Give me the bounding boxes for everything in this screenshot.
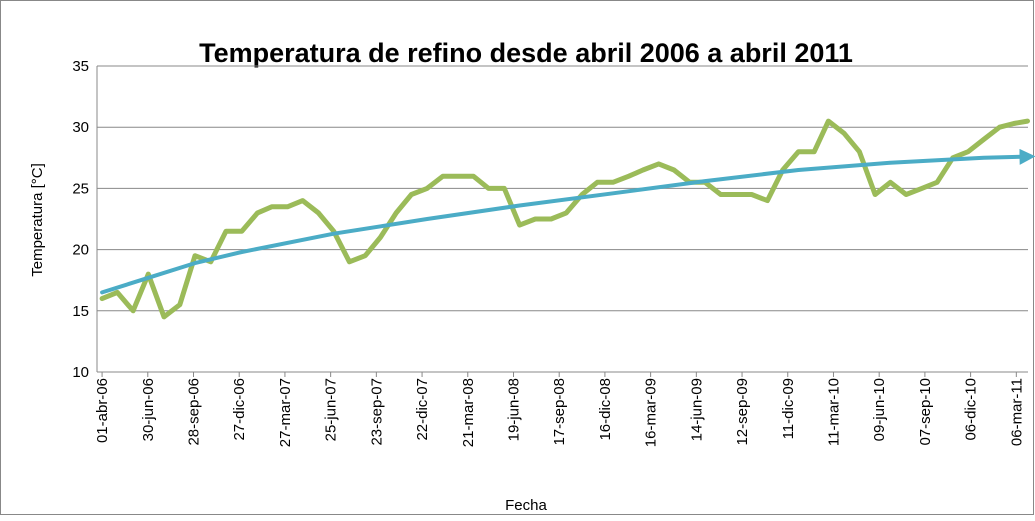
x-tick-label: 14-jun-09 (688, 378, 705, 441)
x-tick-label: 06-mar-11 (1008, 378, 1025, 446)
y-tick-label: 10 (72, 364, 89, 381)
x-tick-label: 27-dic-06 (231, 378, 248, 441)
x-tick-label: 16-mar-09 (643, 378, 660, 447)
x-tick-label: 28-sep-06 (186, 378, 203, 446)
x-tick-label: 07-sep-10 (917, 378, 934, 446)
x-tick-label: 17-sep-08 (551, 378, 568, 446)
x-tick-label: 30-jun-06 (140, 378, 157, 441)
x-tick-label: 21-mar-08 (460, 378, 477, 447)
y-tick-label: 15 (72, 303, 89, 320)
x-tick-label: 11-dic-09 (780, 378, 797, 439)
y-tick-label: 20 (72, 242, 89, 259)
y-axis-title: Temperatura [°C] (29, 163, 46, 277)
x-tick-label: 11-mar-10 (825, 378, 842, 446)
chart-title: Temperatura de refino desde abril 2006 a… (199, 38, 853, 68)
y-tick-label: 25 (72, 180, 89, 197)
data-line (99, 118, 1030, 320)
y-tick-label: 30 (72, 119, 89, 136)
y-tick-label: 35 (72, 58, 89, 75)
x-tick-label: 12-sep-09 (734, 378, 751, 446)
trend-line (100, 148, 1035, 295)
x-tick-label: 27-mar-07 (277, 378, 294, 447)
x-tick-label: 23-sep-07 (368, 378, 385, 446)
x-tick-label: 01-abr-06 (94, 378, 111, 443)
x-tick-label: 22-dic-07 (414, 378, 431, 441)
x-tick-label: 19-jun-08 (505, 378, 522, 441)
x-tick-label: 09-jun-10 (871, 378, 888, 441)
x-tick-label: 06-dic-10 (963, 378, 980, 441)
x-tick-label: 25-jun-07 (323, 378, 340, 441)
x-axis-title: Fecha (505, 497, 547, 514)
x-tick-label: 16-dic-08 (597, 378, 614, 441)
